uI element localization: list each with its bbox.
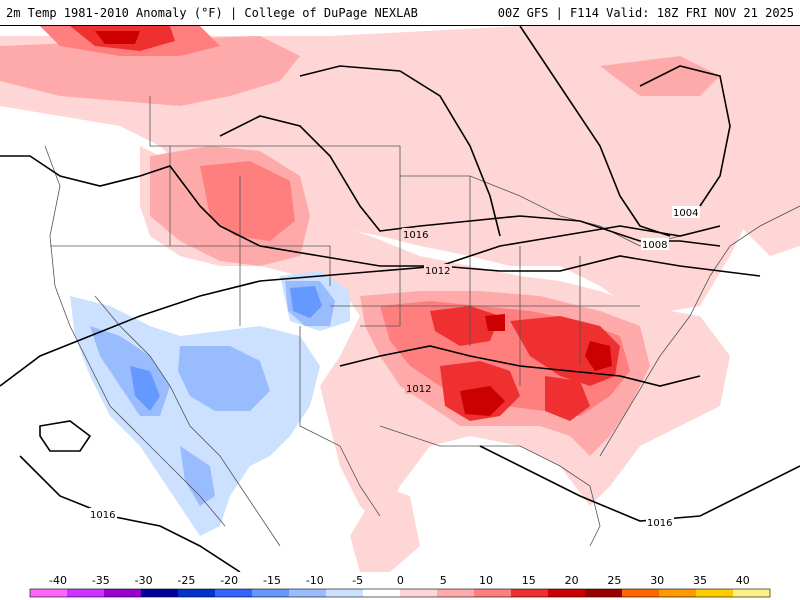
map-header: 2m Temp 1981-2010 Anomaly (°F) | College…: [0, 0, 800, 26]
legend-tick-label: 30: [650, 574, 664, 587]
isobar-labels: 1016 1012 1012 1004 1008 1016 1016: [89, 206, 700, 529]
legend-color-swatch: [585, 589, 623, 597]
legend-tick-label: -35: [92, 574, 110, 587]
warm-anomaly-max: [95, 31, 612, 416]
legend-tick-label: 20: [565, 574, 579, 587]
legend-color-swatch: [548, 589, 586, 597]
legend-color-swatch: [474, 589, 512, 597]
legend-color-swatch: [67, 589, 105, 597]
legend-tick-label: 15: [522, 574, 536, 587]
legend-color-swatch: [178, 589, 216, 597]
legend-tick-label: 0: [397, 574, 404, 587]
legend-color-swatch: [326, 589, 364, 597]
isobar-label: 1016: [647, 518, 672, 529]
legend-color-swatch: [30, 589, 68, 597]
legend-tick-label: 10: [479, 574, 493, 587]
isobar-label: 1008: [642, 240, 667, 251]
legend-color-swatch: [696, 589, 734, 597]
map-canvas: 1016 1012 1012 1004 1008 1016 1016: [0, 26, 800, 572]
legend-color-swatch: [400, 589, 438, 597]
legend-tick-label: -10: [306, 574, 324, 587]
map-title: 2m Temp 1981-2010 Anomaly (°F) | College…: [6, 6, 418, 20]
legend-tick-label: -5: [352, 574, 363, 587]
anomaly-map: 1016 1012 1012 1004 1008 1016 1016: [0, 26, 800, 572]
legend-tick-labels: -40 -35 -30 -25 -20 -15 -10 -5 0 5 10 15 20 25 30 35 40: [49, 574, 750, 587]
legend-color-swatch: [511, 589, 549, 597]
legend-tick-label: 5: [440, 574, 447, 587]
legend-color-swatch: [252, 589, 290, 597]
cool-anomaly-strong: [130, 286, 322, 411]
color-scale-legend: -40 -35 -30 -25 -20 -15 -10 -5 0 5 10 15 20 25 30 35 40: [0, 572, 800, 600]
isobar-contours: [0, 26, 800, 572]
legend-canvas: -40 -35 -30 -25 -20 -15 -10 -5 0 5 10 15 20 25 30 35 40: [29, 574, 771, 598]
legend-tick-label: 25: [607, 574, 621, 587]
legend-bar-border: [29, 588, 771, 598]
legend-color-swatch: [289, 589, 327, 597]
legend-tick-label: -30: [135, 574, 153, 587]
legend-tick-label: -40: [49, 574, 67, 587]
model-run-info: 00Z GFS | F114 Valid: 18Z FRI NOV 21 202…: [497, 6, 794, 20]
legend-tick-label: -20: [220, 574, 238, 587]
legend-tick-label: 40: [736, 574, 750, 587]
legend-color-swatch: [141, 589, 179, 597]
legend-color-swatch: [437, 589, 475, 597]
legend-color-bar: [29, 588, 771, 598]
legend-color-swatch: [363, 589, 401, 597]
legend-tick-label: -25: [177, 574, 195, 587]
legend-tick-label: -15: [263, 574, 281, 587]
isobar-label: 1012: [406, 384, 431, 395]
legend-color-swatch: [215, 589, 253, 597]
isobar-label: 1004: [673, 208, 698, 219]
legend-color-swatch: [104, 589, 142, 597]
legend-color-swatch: [622, 589, 660, 597]
legend-tick-label: 35: [693, 574, 707, 587]
legend-color-swatch: [659, 589, 697, 597]
isobar-label: 1016: [403, 230, 428, 241]
isobar-label: 1012: [425, 266, 450, 277]
isobar-label: 1016: [90, 510, 115, 521]
legend-color-swatch: [733, 589, 771, 597]
